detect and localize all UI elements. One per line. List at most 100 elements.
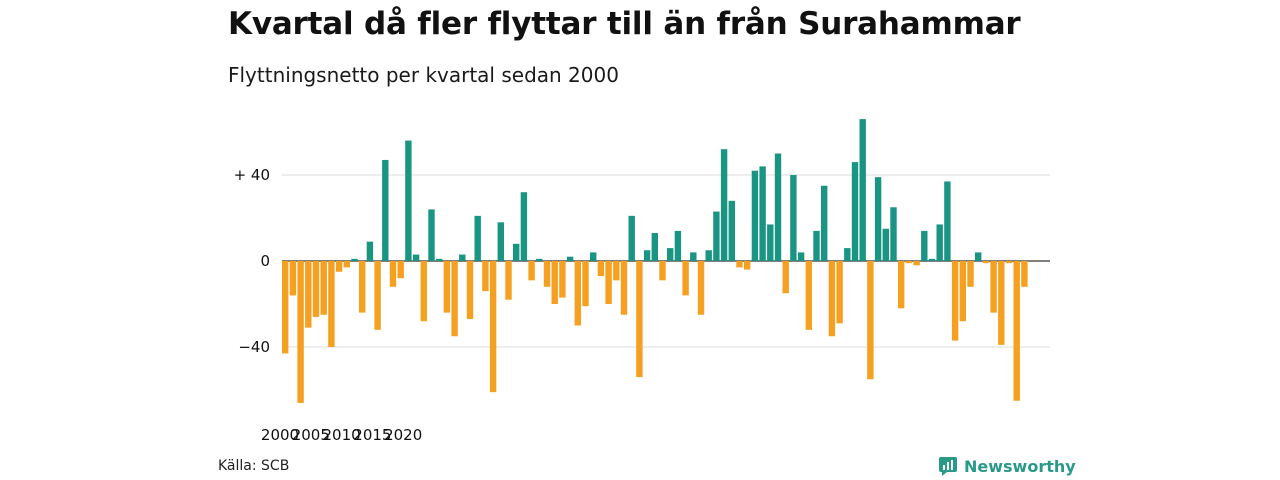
bar-q73 bbox=[836, 261, 843, 324]
bar-q89 bbox=[959, 261, 966, 322]
bar-q79 bbox=[882, 228, 889, 261]
bar-q42 bbox=[597, 261, 605, 277]
bar-q82 bbox=[905, 261, 913, 264]
bar-q80 bbox=[890, 207, 897, 261]
brand-name: Newsworthy bbox=[964, 456, 1076, 476]
bar-q4 bbox=[305, 261, 312, 328]
x-tick-label: 2005 bbox=[292, 426, 330, 444]
bar-q58 bbox=[720, 149, 728, 261]
bar-q50 bbox=[659, 261, 666, 281]
bar-q53 bbox=[682, 261, 689, 296]
x-tick-label: 2010 bbox=[323, 426, 361, 444]
bar-q19 bbox=[420, 261, 427, 322]
bar-q14 bbox=[382, 159, 389, 261]
bar-q38 bbox=[566, 256, 574, 261]
bar-q66 bbox=[782, 261, 789, 294]
bar-q77 bbox=[867, 261, 874, 380]
bar-q35 bbox=[543, 261, 551, 287]
bar-q34 bbox=[536, 258, 543, 261]
bar-q49 bbox=[651, 233, 658, 261]
bar-q87 bbox=[944, 181, 951, 261]
bar-q54 bbox=[690, 252, 697, 261]
bar-q56 bbox=[705, 250, 712, 261]
bar-q45 bbox=[620, 261, 628, 315]
bar-q84 bbox=[921, 230, 928, 261]
bar-q72 bbox=[828, 261, 836, 337]
bar-q9 bbox=[343, 261, 350, 268]
bar-q29 bbox=[497, 222, 504, 261]
bar-q33 bbox=[528, 261, 535, 281]
bar-q65 bbox=[774, 153, 782, 261]
source-note: Källa: SCB bbox=[218, 458, 290, 474]
bar-q62 bbox=[751, 170, 759, 261]
bar-q71 bbox=[821, 185, 828, 261]
y-tick-label: −40 bbox=[238, 338, 270, 356]
chart-subtitle: Flyttningsnetto per kvartal sedan 2000 bbox=[228, 63, 619, 87]
bar-q25 bbox=[466, 261, 474, 320]
bar-q16 bbox=[397, 261, 404, 279]
bar-q48 bbox=[643, 250, 651, 261]
bar-q83 bbox=[913, 261, 920, 266]
x-tick-label: 2015 bbox=[353, 426, 391, 444]
bar-q95 bbox=[1005, 261, 1013, 264]
bar-q41 bbox=[590, 252, 597, 261]
bar-q18 bbox=[412, 254, 420, 261]
bar-q85 bbox=[928, 258, 936, 261]
bar-q23 bbox=[451, 261, 458, 337]
bar-q86 bbox=[936, 224, 943, 261]
bar-q30 bbox=[505, 261, 512, 300]
x-tick-label: 2020 bbox=[384, 426, 422, 444]
bar-q74 bbox=[844, 248, 851, 261]
bar-q7 bbox=[328, 261, 335, 347]
bar-q47 bbox=[636, 261, 643, 378]
bar-q81 bbox=[898, 261, 905, 309]
bar-q12 bbox=[366, 241, 374, 261]
bar-q75 bbox=[851, 162, 859, 261]
bar-q96 bbox=[1013, 261, 1020, 401]
bar-q8 bbox=[335, 261, 343, 272]
bar-q76 bbox=[859, 119, 866, 261]
bar-q88 bbox=[951, 261, 959, 341]
bar-q78 bbox=[874, 177, 882, 261]
bar-q2 bbox=[289, 261, 297, 296]
bar-q21 bbox=[436, 258, 443, 261]
bar-q26 bbox=[474, 215, 481, 261]
bar-q11 bbox=[359, 261, 366, 313]
brand-logo: Newsworthy bbox=[938, 456, 1076, 476]
bar-q17 bbox=[405, 140, 412, 261]
bar-q1 bbox=[282, 261, 289, 354]
bar-q64 bbox=[767, 224, 774, 261]
bar-q91 bbox=[975, 252, 982, 261]
bar-q22 bbox=[443, 261, 451, 313]
bar-q32 bbox=[520, 192, 528, 261]
y-tick-label: + 40 bbox=[234, 166, 270, 184]
bar-q90 bbox=[967, 261, 974, 287]
bar-q46 bbox=[628, 215, 635, 261]
bar-q37 bbox=[559, 261, 566, 298]
bar-q70 bbox=[813, 230, 820, 261]
bar-q24 bbox=[459, 254, 466, 261]
bar-q31 bbox=[513, 243, 520, 261]
bar-q93 bbox=[990, 261, 997, 313]
bar-q6 bbox=[320, 261, 327, 315]
bar-q57 bbox=[713, 211, 720, 261]
bar-q27 bbox=[482, 261, 489, 292]
bar-q92 bbox=[982, 261, 990, 264]
x-tick-label: 2000 bbox=[261, 426, 299, 444]
bar-q3 bbox=[297, 261, 304, 403]
bar-q69 bbox=[805, 261, 812, 330]
bar-q60 bbox=[736, 261, 743, 268]
bar-q28 bbox=[489, 261, 497, 393]
bar-q5 bbox=[312, 261, 320, 317]
bar-q52 bbox=[674, 230, 682, 261]
bar-q97 bbox=[1021, 261, 1028, 287]
bar-q63 bbox=[759, 166, 766, 261]
bar-q44 bbox=[613, 261, 620, 281]
bar-q15 bbox=[389, 261, 397, 287]
bar-q55 bbox=[697, 261, 705, 315]
bar-q36 bbox=[551, 261, 558, 304]
bar-q43 bbox=[605, 261, 612, 304]
y-tick-label: 0 bbox=[260, 252, 270, 270]
bar-q61 bbox=[744, 261, 751, 270]
